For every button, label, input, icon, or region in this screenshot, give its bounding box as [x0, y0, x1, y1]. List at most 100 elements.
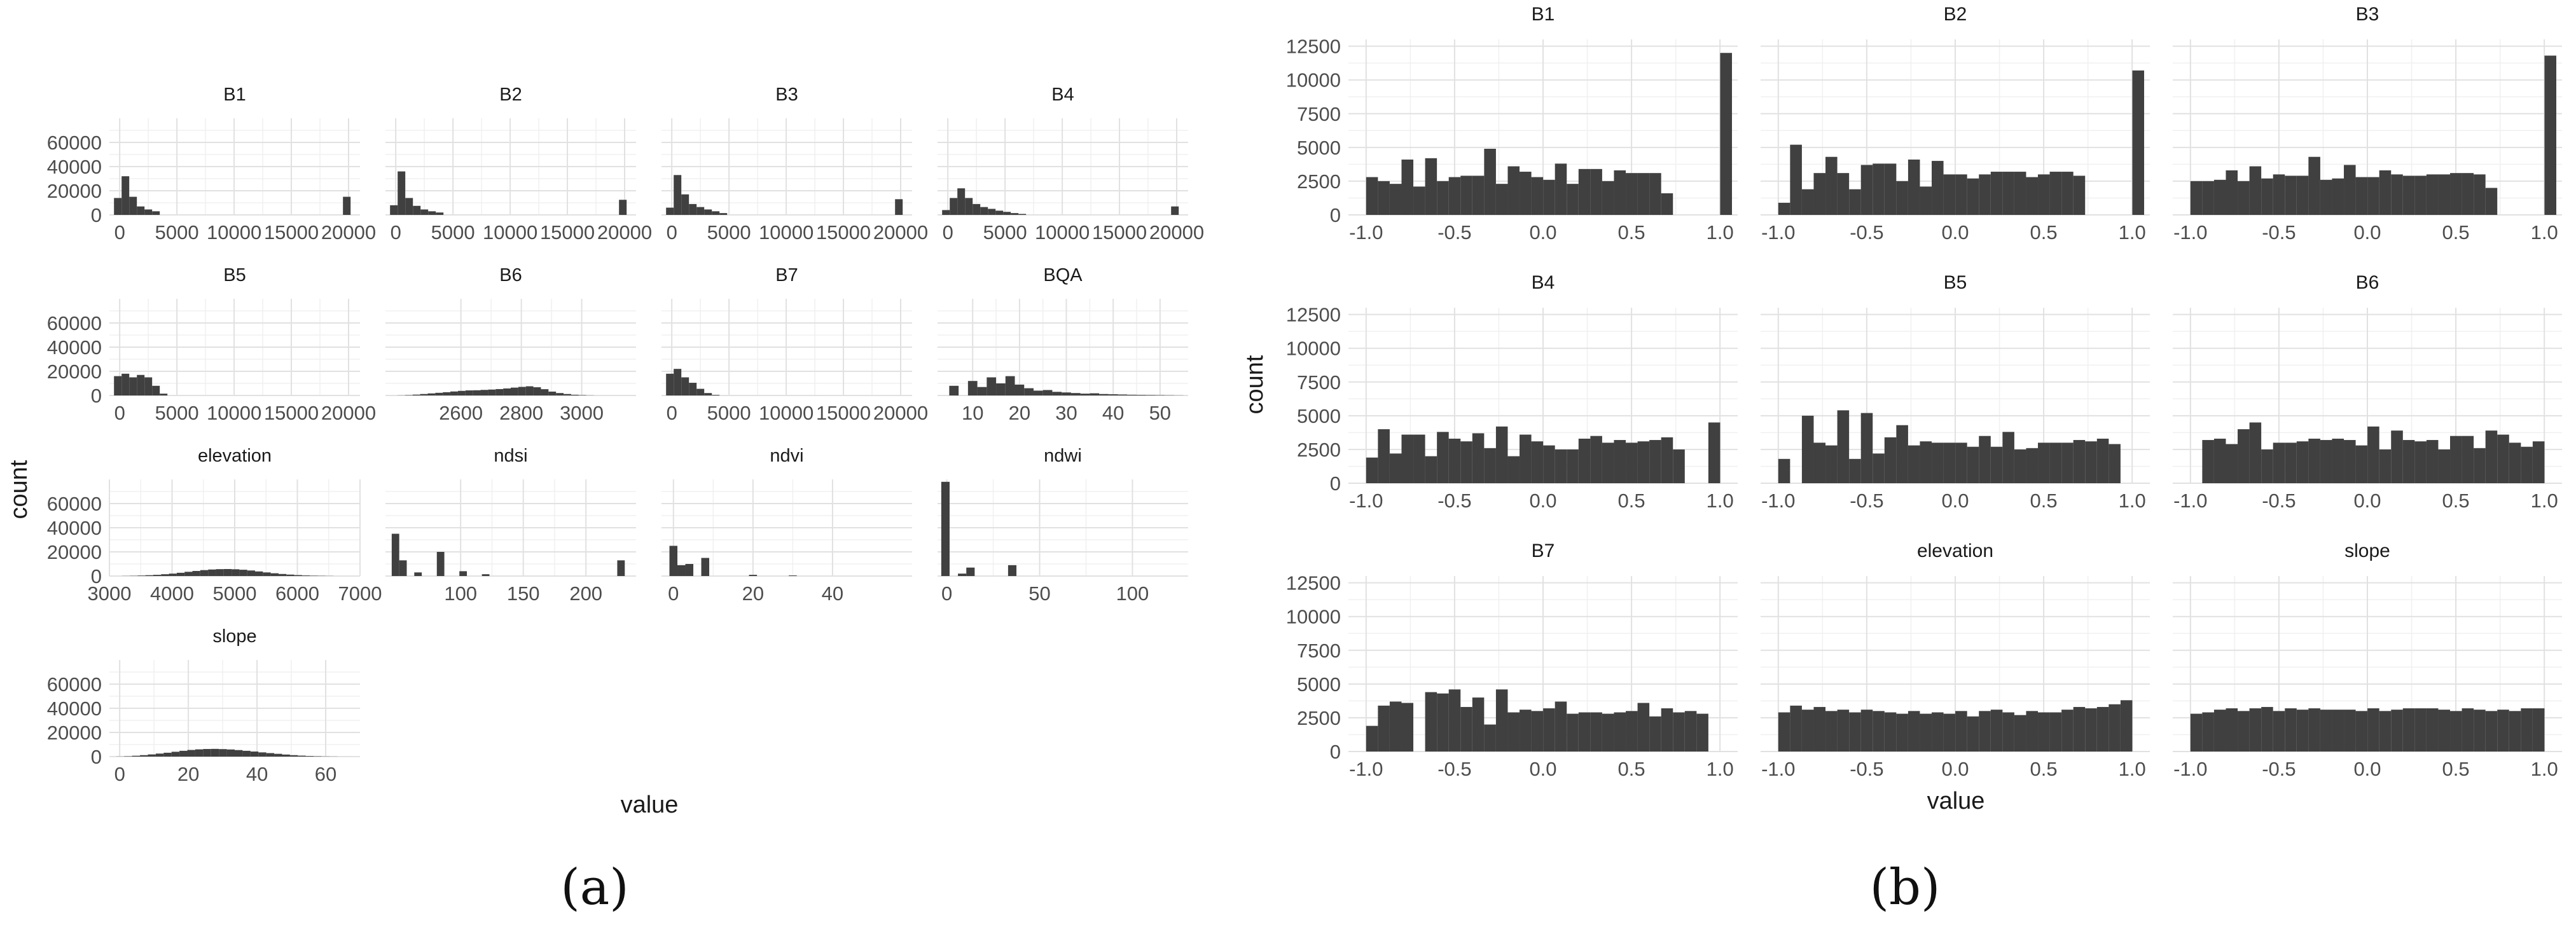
histogram-bar — [2273, 174, 2285, 215]
y-tick-label: 5000 — [1297, 405, 1341, 427]
histogram-bar — [958, 573, 967, 576]
histogram-bar — [121, 373, 130, 395]
x-tick-label: 30 — [1055, 402, 1077, 424]
x-tick-label: 0.0 — [2353, 758, 2381, 780]
histogram-bar — [1908, 159, 1920, 215]
x-tick-label: 20000 — [597, 221, 652, 244]
histogram-bar — [1555, 701, 1567, 752]
histogram-bar — [1932, 161, 1944, 215]
histogram-bar — [2308, 708, 2320, 752]
b-facet-B3: B3 -1.0 -0.5 0.0 0.5 1.0 — [2173, 4, 2562, 244]
histogram-bar — [1661, 193, 1673, 215]
histogram-bar — [1531, 177, 1544, 215]
histogram-bar — [1590, 436, 1602, 483]
histogram-bar — [1873, 453, 1885, 483]
histogram-bar — [1837, 410, 1850, 483]
histogram-bar — [414, 572, 422, 576]
x-tick-label: 1.0 — [1707, 490, 1734, 512]
histogram-bar — [2061, 443, 2074, 483]
histogram-bar — [2014, 172, 2026, 215]
x-tick-label: 2600 — [439, 402, 483, 424]
histogram-bar — [681, 194, 689, 215]
histogram-bar — [1837, 173, 1850, 215]
histogram-bar — [1437, 432, 1449, 483]
histogram-bar — [132, 755, 141, 757]
histogram-bar — [966, 567, 975, 576]
x-tick-label: -0.5 — [1437, 758, 1471, 780]
histogram-bar — [1778, 202, 1790, 215]
x-tick-label: 5000 — [155, 402, 199, 424]
histogram-bar — [258, 752, 267, 757]
histogram-bar — [1801, 189, 1814, 215]
histogram-bar — [2026, 711, 2039, 752]
histogram-bar — [1567, 449, 1579, 483]
histogram-bar — [1849, 189, 1861, 215]
histogram-bar — [2320, 440, 2332, 483]
histogram-bar — [1366, 457, 1378, 483]
y-tick-label: 5000 — [1297, 673, 1341, 696]
histogram-bar — [2038, 174, 2050, 215]
y-tick-label: 10000 — [1286, 338, 1341, 360]
histogram-bar — [1649, 716, 1661, 752]
y-tick-label: 0 — [1330, 472, 1341, 495]
histogram-bar — [2367, 426, 2379, 483]
histogram-bar — [289, 755, 298, 757]
histogram-bar — [2367, 177, 2379, 215]
histogram-bar — [1495, 689, 1508, 752]
histogram-bar — [1401, 434, 1414, 483]
panel-a: B10 5000 10000 15000 200000200004000060000B2… — [47, 85, 1204, 785]
histogram-bar — [2261, 706, 2273, 752]
x-tick-label: 10000 — [207, 221, 261, 244]
histogram-bar — [2450, 711, 2462, 752]
histogram-bar — [2190, 181, 2203, 215]
x-tick-label: 5000 — [707, 402, 751, 424]
histogram-bar — [1884, 163, 1897, 215]
histogram-bar — [2308, 156, 2320, 215]
histogram-bar — [1979, 436, 1991, 483]
histogram-bar — [1378, 429, 1390, 483]
histogram-bar — [310, 575, 318, 576]
histogram-bar — [719, 213, 728, 215]
histogram-bar — [2014, 449, 2026, 483]
histogram-bar — [263, 572, 271, 576]
histogram-bar — [1801, 710, 1814, 752]
histogram-bar — [148, 754, 156, 757]
x-tick-label: 2800 — [499, 402, 543, 424]
histogram-bar — [1637, 173, 1650, 215]
x-tick-label: 15000 — [1092, 221, 1147, 244]
histogram-bar — [216, 569, 224, 576]
y-tick-label: 0 — [91, 565, 102, 587]
histogram-bar — [1507, 456, 1520, 483]
y-tick-label: 0 — [1330, 204, 1341, 226]
histogram-bar — [1626, 173, 1638, 215]
histogram-bar — [274, 753, 282, 757]
x-tick-label: 0 — [667, 402, 677, 424]
histogram-bar — [200, 570, 209, 576]
histogram-bar — [2285, 708, 2297, 752]
x-tick-label: -0.5 — [1850, 221, 1883, 244]
x-tick-label: 10000 — [759, 402, 814, 424]
histogram-bar — [942, 210, 950, 215]
histogram-bar — [1920, 441, 1932, 483]
histogram-bar — [1920, 713, 1932, 752]
histogram-bar — [674, 369, 682, 395]
histogram-bar — [1955, 174, 1967, 215]
x-tick-label: 0 — [114, 221, 125, 244]
histogram-bar — [1460, 441, 1472, 483]
histogram-bar — [1967, 446, 1979, 483]
histogram-bar — [1507, 712, 1520, 752]
histogram-bar — [2296, 441, 2309, 483]
x-tick-label: 0.5 — [2442, 490, 2470, 512]
histogram-bar — [1649, 440, 1661, 483]
histogram-bar — [1943, 713, 1956, 752]
histogram-bar — [129, 377, 137, 395]
histogram-bar — [2132, 70, 2145, 215]
histogram-bar — [2249, 166, 2262, 215]
x-tick-label: 1.0 — [2531, 221, 2558, 244]
histogram-bar — [1602, 443, 1614, 483]
y-tick-label: 40000 — [47, 336, 102, 359]
histogram-bar — [208, 569, 216, 576]
a-facet-B6: B6 2600 2800 3000 — [385, 265, 636, 424]
